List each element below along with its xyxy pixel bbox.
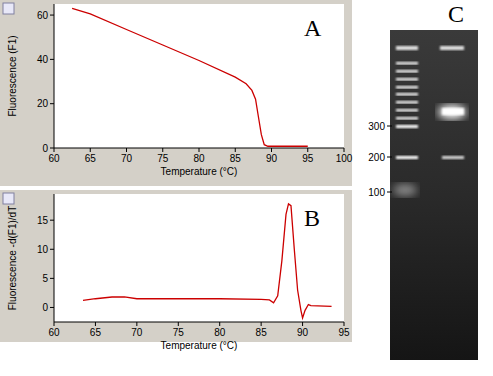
x-tick [199, 148, 200, 152]
y-tick-label: 15 [37, 215, 49, 226]
icon [3, 3, 14, 14]
x-tick [307, 148, 308, 152]
icon [3, 193, 14, 204]
ladder-band [396, 86, 418, 89]
x-tick [95, 322, 96, 326]
y-tick [50, 249, 54, 250]
x-tick-label: 95 [302, 153, 314, 164]
x-tick-label: 75 [173, 327, 185, 338]
x-tick [344, 148, 345, 152]
x-tick [136, 322, 137, 326]
line [83, 204, 332, 318]
line [72, 8, 308, 146]
y-tick-label: 10 [37, 244, 49, 255]
x-tick [271, 148, 272, 152]
x-axis-title: Temperature (°C) [161, 340, 238, 351]
x-tick-label: 80 [214, 327, 226, 338]
x-tick-label: 80 [193, 153, 205, 164]
panel-0: 60 65 70 75 80 85 90 95 100 0 20 40 60 Temperature (°… [0, 0, 353, 186]
x-tick [302, 322, 303, 326]
well [440, 46, 464, 50]
ladder-smear [393, 184, 417, 196]
panel-letter: C [448, 1, 464, 27]
x-tick-label: 65 [85, 153, 97, 164]
y-tick [50, 59, 54, 60]
data-group [83, 204, 332, 318]
ladder-band [396, 78, 418, 81]
ladder-band [396, 62, 418, 65]
well [396, 46, 418, 50]
x-tick [90, 148, 91, 152]
panel-background [0, 190, 352, 342]
ladder-label: 200 [368, 152, 385, 163]
ladder-band [396, 156, 418, 159]
y-tick [50, 278, 54, 279]
ladder-band [396, 109, 418, 112]
ladder-tick [387, 126, 392, 127]
x-tick-label: 70 [121, 153, 133, 164]
y-tick [50, 15, 54, 16]
ladder-tick [387, 192, 392, 193]
x-tick [261, 322, 262, 326]
ladder-tick [387, 157, 392, 158]
x-axis [54, 322, 344, 323]
sample-band [442, 108, 464, 115]
y-tick-label: 40 [37, 54, 49, 65]
panel-background [0, 0, 352, 186]
x-tick-label: 75 [157, 153, 169, 164]
y-axis [54, 4, 55, 148]
ladder-band [396, 70, 418, 73]
y-tick-label: 20 [37, 98, 49, 109]
y-tick [50, 148, 54, 149]
y-tick-label: 0 [42, 302, 48, 313]
x-tick-label: 90 [266, 153, 278, 164]
gel [390, 30, 478, 360]
ladder-band [396, 117, 418, 120]
x-tick [54, 148, 55, 152]
ladder-band [396, 101, 418, 104]
plot-area [54, 194, 344, 322]
x-tick-label: 60 [48, 153, 60, 164]
ladder-band [396, 125, 418, 128]
x-tick [344, 322, 345, 326]
panel-1: 60 65 70 75 80 85 90 95 0 5 10 15 Temperature (°C) Fl… [0, 190, 352, 351]
panel-letter: B [304, 205, 320, 231]
data-group [72, 8, 308, 146]
sample-band [438, 105, 466, 119]
y-tick-label: 60 [37, 10, 49, 21]
ladder-label: 100 [368, 187, 385, 198]
x-tick [126, 148, 127, 152]
x-axis-title: Temperature (°C) [161, 166, 238, 177]
x-tick-label: 85 [256, 327, 268, 338]
x-tick [162, 148, 163, 152]
x-tick [178, 322, 179, 326]
x-tick [235, 148, 236, 152]
x-tick-label: 95 [338, 327, 350, 338]
x-tick [219, 322, 220, 326]
x-tick-label: 100 [336, 153, 353, 164]
ladder-band [396, 93, 418, 96]
y-tick-label: 5 [42, 273, 48, 284]
x-tick-label: 90 [297, 327, 309, 338]
y-axis [54, 194, 55, 322]
y-tick [50, 220, 54, 221]
sample-band [442, 156, 464, 159]
gel-panel: C 300 200 100 [368, 1, 478, 360]
panel-letter: A [304, 15, 322, 41]
y-axis-title: Fluorescence -d(F1)/dT [7, 206, 18, 310]
x-tick [54, 322, 55, 326]
y-axis-title: Fluorescence (F1) [7, 35, 18, 116]
background [0, 0, 493, 376]
x-tick-label: 70 [131, 327, 143, 338]
x-tick-label: 65 [90, 327, 102, 338]
x-tick-label: 60 [48, 327, 60, 338]
y-tick-label: 0 [42, 143, 48, 154]
y-tick [50, 103, 54, 104]
x-tick-label: 85 [230, 153, 242, 164]
figure: 60657075808590951000204060Temperature (°… [0, 0, 493, 376]
ladder-label: 300 [368, 121, 385, 132]
plot-area [54, 4, 344, 148]
y-tick [50, 307, 54, 308]
